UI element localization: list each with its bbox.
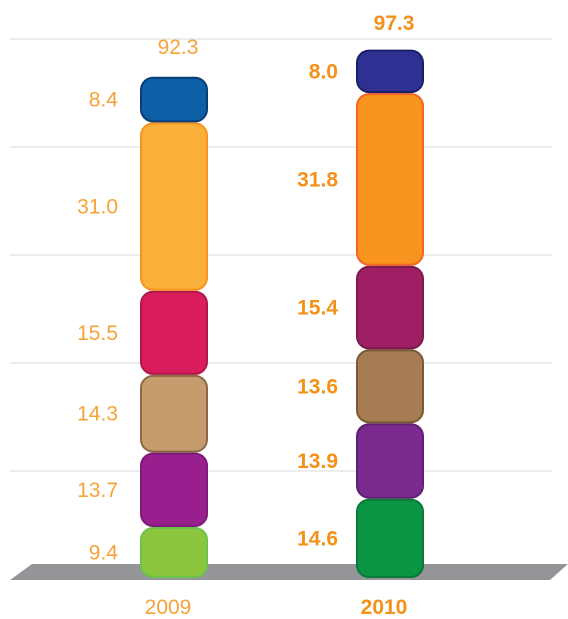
bar-segment-2010-2 xyxy=(356,423,424,499)
value-labels: 9.4 13.7 14.3 15.5 31.0 8.4 92.3 2009 14.6 13.9 13… xyxy=(77,12,414,619)
total-label-2010: 97.3 xyxy=(374,12,415,35)
value-label-2009-2: 13.7 xyxy=(77,479,118,502)
value-label-2009-3: 14.3 xyxy=(77,403,118,426)
bar-segment-2010-3 xyxy=(356,349,424,424)
value-label-2010-2: 13.9 xyxy=(297,450,338,473)
value-label-2009-5: 31.0 xyxy=(77,196,118,219)
bar-segment-2009-2 xyxy=(140,452,208,527)
chart-floor xyxy=(10,564,568,580)
bar-segment-2009-5 xyxy=(140,122,208,291)
category-label-2010: 2010 xyxy=(361,596,408,619)
bar-segment-2010-6 xyxy=(356,49,424,94)
gridlines xyxy=(10,38,552,472)
bar-segment-2010-1 xyxy=(356,498,424,578)
bar-segment-2010-5 xyxy=(356,93,424,266)
value-label-2010-4: 15.4 xyxy=(297,297,338,320)
value-label-2009-4: 15.5 xyxy=(77,322,118,345)
category-label-2009: 2009 xyxy=(145,596,192,619)
total-label-2009: 92.3 xyxy=(158,36,199,59)
bars xyxy=(140,49,424,579)
bar-segment-2009-1 xyxy=(140,526,208,579)
value-label-2010-3: 13.6 xyxy=(297,375,338,398)
bar-segment-2009-6 xyxy=(140,76,208,123)
value-label-2010-1: 14.6 xyxy=(297,527,338,550)
bar-segment-2009-3 xyxy=(140,374,208,453)
bar-segment-2010-4 xyxy=(356,265,424,350)
value-label-2009-1: 9.4 xyxy=(89,541,119,564)
value-label-2010-6: 8.0 xyxy=(309,60,338,83)
value-label-2010-5: 31.8 xyxy=(297,168,338,191)
value-label-2009-6: 8.4 xyxy=(89,89,119,112)
bar-segment-2009-4 xyxy=(140,290,208,375)
